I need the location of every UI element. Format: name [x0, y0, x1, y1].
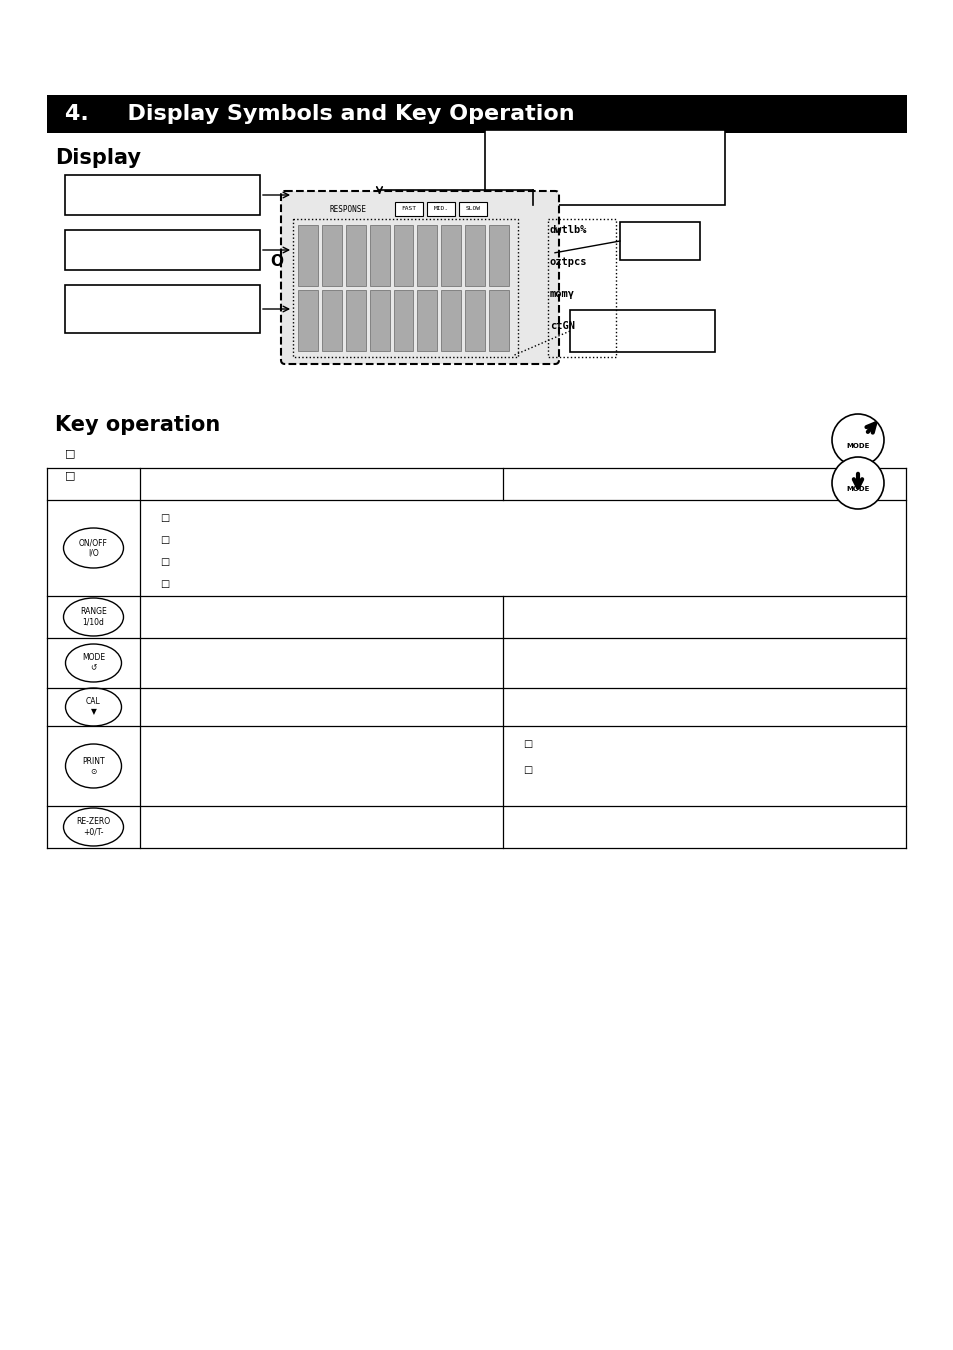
Bar	[65, 230, 260, 270]
Bar	[395, 202, 422, 216]
Text: MID.: MID.	[433, 207, 448, 212]
Text: Key operation: Key operation	[55, 414, 220, 435]
Text: FAST: FAST	[401, 207, 416, 212]
Circle shape	[831, 414, 883, 466]
Bar	[427, 202, 455, 216]
Text: oztpcs: oztpcs	[550, 256, 587, 267]
Text: MODE: MODE	[845, 443, 869, 450]
Bar	[441, 290, 460, 351]
Text: ↺: ↺	[91, 663, 96, 672]
Bar	[569, 310, 714, 352]
Bar	[297, 225, 317, 286]
Text: □: □	[522, 765, 532, 775]
Bar	[369, 290, 389, 351]
Bar	[458, 202, 486, 216]
Text: +0/T-: +0/T-	[83, 828, 104, 837]
Text: PRINT: PRINT	[82, 756, 105, 765]
Bar	[65, 176, 260, 215]
Text: momγ: momγ	[550, 289, 575, 298]
Bar	[441, 225, 460, 286]
Bar	[465, 225, 485, 286]
Bar	[417, 290, 436, 351]
Text: dwtlb%: dwtlb%	[550, 225, 587, 235]
Text: ▼: ▼	[91, 707, 96, 717]
Text: I/O: I/O	[88, 548, 99, 558]
Text: CAL: CAL	[86, 698, 101, 706]
Text: ON/OFF: ON/OFF	[79, 539, 108, 548]
Text: □: □	[65, 448, 75, 458]
Bar	[489, 290, 509, 351]
Bar	[619, 221, 700, 261]
Text: SLOW: SLOW	[465, 207, 480, 212]
Bar	[465, 290, 485, 351]
Bar	[547, 219, 616, 356]
Text: □: □	[160, 535, 169, 545]
Bar	[65, 285, 260, 333]
Bar	[321, 225, 341, 286]
Text: 4.     Display Symbols and Key Operation: 4. Display Symbols and Key Operation	[65, 104, 574, 124]
Text: ⊙: ⊙	[91, 767, 96, 775]
Text: 1/10d: 1/10d	[83, 617, 104, 626]
Text: RE-ZERO: RE-ZERO	[76, 818, 111, 826]
Bar	[345, 225, 365, 286]
Bar	[394, 290, 413, 351]
Text: MODE: MODE	[82, 653, 105, 663]
Bar	[297, 290, 317, 351]
Text: RANGE: RANGE	[80, 608, 107, 617]
Bar	[484, 130, 724, 205]
Text: MODE: MODE	[845, 486, 869, 491]
Circle shape	[831, 458, 883, 509]
Bar	[417, 225, 436, 286]
Bar	[345, 290, 365, 351]
Bar	[394, 225, 413, 286]
Bar	[369, 225, 389, 286]
Text: □: □	[160, 513, 169, 522]
Bar	[489, 225, 509, 286]
Text: □: □	[160, 558, 169, 567]
FancyBboxPatch shape	[281, 190, 558, 364]
Text: ctGN: ctGN	[550, 321, 575, 331]
Text: RESPONSE: RESPONSE	[330, 204, 367, 213]
Text: □: □	[160, 579, 169, 589]
Bar	[47, 95, 906, 134]
Bar	[321, 290, 341, 351]
Text: O: O	[270, 254, 283, 269]
Text: Display: Display	[55, 148, 141, 167]
Text: □: □	[522, 738, 532, 749]
Bar	[293, 219, 517, 356]
Text: □: □	[65, 470, 75, 481]
